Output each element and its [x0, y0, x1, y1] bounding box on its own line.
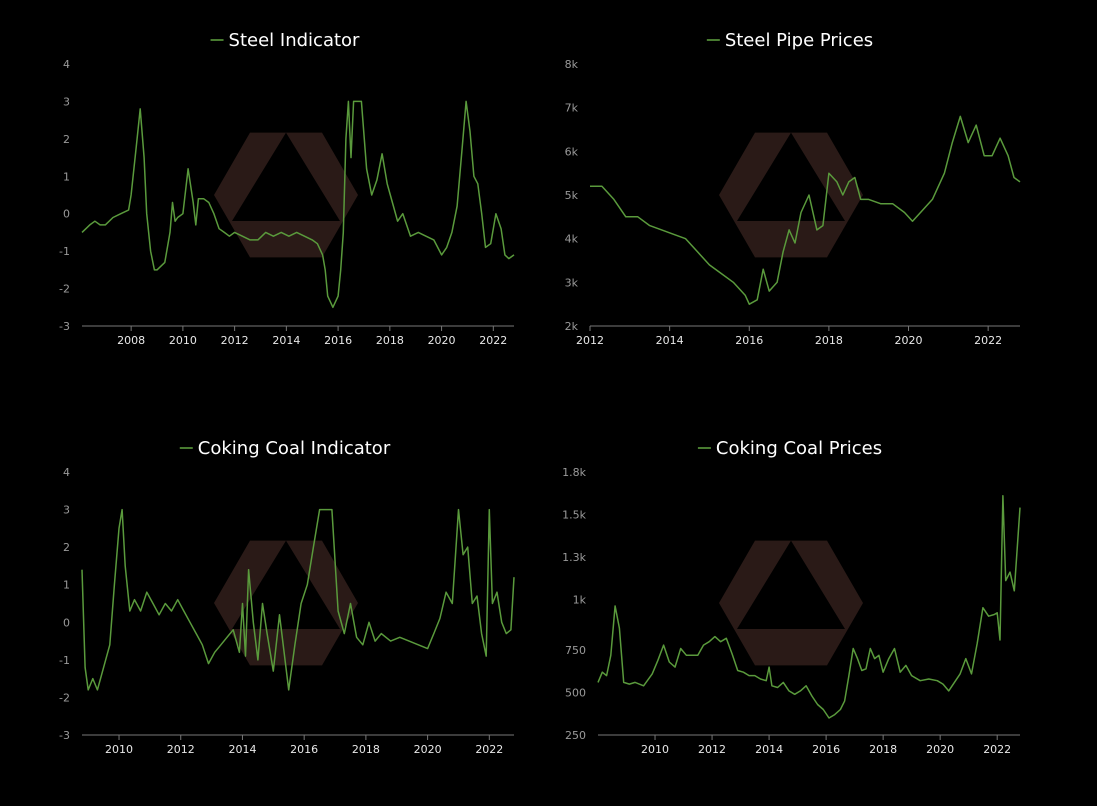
chart-title: Steel Indicator: [229, 30, 360, 51]
y-tick-label: -2: [59, 691, 70, 704]
series-line: [590, 115, 1021, 305]
x-tick-label: 2022: [479, 334, 507, 347]
x-tick-label: 2010: [105, 743, 133, 756]
x-tick-label: 2010: [641, 743, 669, 756]
x-tick-label: 2012: [576, 334, 604, 347]
x-tick-label: 2012: [221, 334, 249, 347]
y-tick-label: -1: [59, 245, 70, 258]
y-tick-label: -1: [59, 654, 70, 667]
x-tick-label: 2020: [428, 334, 456, 347]
series-line: [81, 100, 515, 309]
x-tick-label: 2022: [983, 743, 1011, 756]
x-tick-label: 2022: [974, 334, 1002, 347]
x-tick-label: 2008: [117, 334, 145, 347]
x-tick-label: 2018: [869, 743, 897, 756]
y-tick-label: 3k: [565, 276, 579, 289]
chart-panel-3: Coking Coal Indicator 4 3 2 1 0 -1 -2 -3 2010 2012…: [59, 438, 515, 756]
x-tick-label: 2012: [167, 743, 195, 756]
y-tick-label: 6k: [565, 145, 579, 158]
chart-panel-1: Steel Indicator 4 3 2 1 0 -1 -2 -3 2008 2010 2012 20…: [59, 30, 515, 347]
y-tick-label: 750: [565, 644, 586, 657]
x-tick-label: 2018: [376, 334, 404, 347]
x-tick-label: 2014: [755, 743, 783, 756]
y-tick-label: 4: [63, 58, 70, 71]
chart-panel-4: Coking Coal Prices 1.8k 1.5k 1.3k 1k 750 500 25…: [562, 438, 1021, 756]
watermark-logo-icon: [719, 540, 863, 666]
y-tick-label: 3: [63, 95, 70, 108]
y-tick-label: 2: [63, 541, 70, 554]
x-tick-label: 2018: [352, 743, 380, 756]
y-tick-label: 1k: [573, 593, 587, 606]
y-tick-label: 4k: [565, 233, 579, 246]
y-tick-label: 0: [63, 616, 70, 629]
chart-title: Steel Pipe Prices: [725, 30, 873, 51]
x-tick-label: 2014: [228, 743, 256, 756]
series-line: [597, 495, 1021, 719]
y-tick-label: 7k: [565, 102, 579, 115]
x-tick-label: 2016: [735, 334, 763, 347]
y-tick-label: -3: [59, 729, 70, 742]
watermark-logo-icon: [719, 132, 863, 258]
series-line: [81, 508, 515, 691]
chart-title: Coking Coal Indicator: [198, 438, 391, 459]
y-tick-label: 1.3k: [562, 551, 586, 564]
x-tick-label: 2022: [475, 743, 503, 756]
y-tick-label: 8k: [565, 58, 579, 71]
x-tick-label: 2016: [812, 743, 840, 756]
chart-title: Coking Coal Prices: [716, 438, 882, 459]
x-tick-label: 2014: [656, 334, 684, 347]
y-tick-label: 5k: [565, 189, 579, 202]
x-tick-label: 2018: [815, 334, 843, 347]
y-tick-label: 1: [63, 170, 70, 183]
x-tick-label: 2020: [926, 743, 954, 756]
x-tick-label: 2012: [698, 743, 726, 756]
y-tick-label: 4: [63, 466, 70, 479]
y-tick-label: 1.8k: [562, 466, 586, 479]
y-tick-label: 1: [63, 579, 70, 592]
watermark-logo-icon: [214, 540, 358, 666]
watermark-logo-icon: [214, 132, 358, 258]
x-tick-label: 2010: [169, 334, 197, 347]
y-tick-label: -3: [59, 320, 70, 333]
y-tick-label: 1.5k: [562, 508, 586, 521]
y-tick-label: 500: [565, 687, 586, 700]
y-tick-label: 2k: [565, 320, 579, 333]
x-tick-label: 2014: [272, 334, 300, 347]
y-tick-label: 0: [63, 208, 70, 221]
y-tick-label: 250: [565, 729, 586, 742]
y-tick-label: 2: [63, 133, 70, 146]
y-tick-label: 3: [63, 504, 70, 517]
x-tick-label: 2016: [290, 743, 318, 756]
x-tick-label: 2020: [414, 743, 442, 756]
y-tick-label: -2: [59, 283, 70, 296]
x-tick-label: 2020: [895, 334, 923, 347]
x-tick-label: 2016: [324, 334, 352, 347]
